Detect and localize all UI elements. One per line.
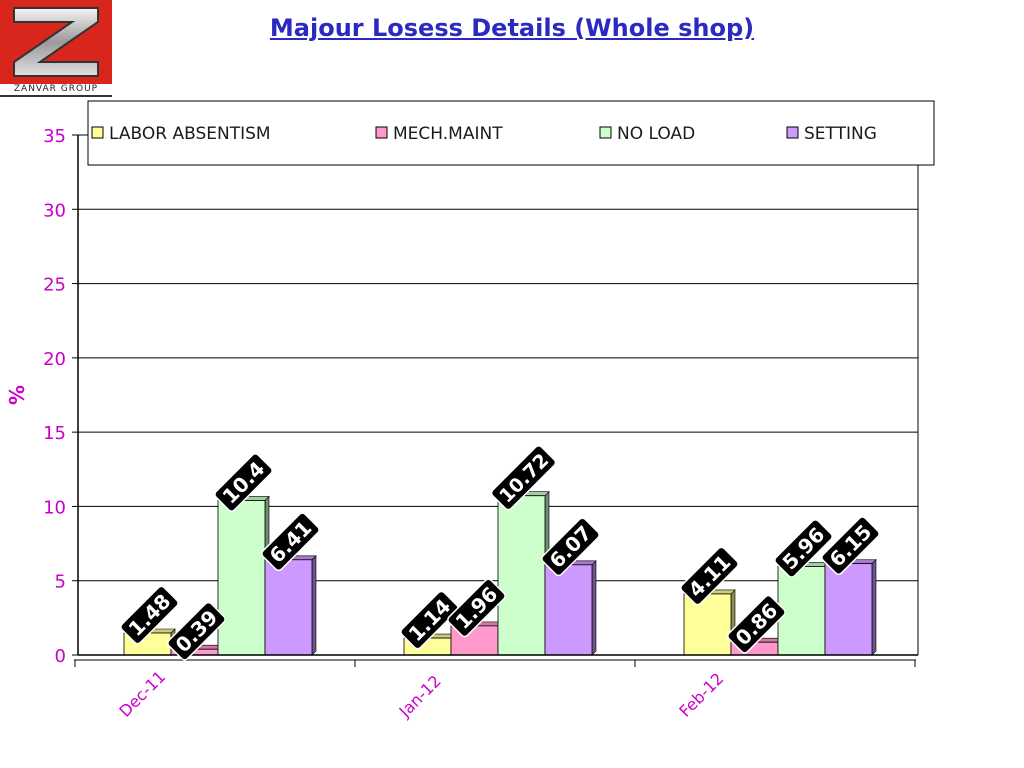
data-label-box: [261, 512, 320, 572]
legend-label-mech-maint: MECH.MAINT: [393, 124, 503, 144]
y-tick-label: 15: [43, 423, 66, 444]
data-label-box: [541, 517, 600, 577]
bar-no-load: [217, 500, 266, 656]
logo-text: ZANVAR GROUP: [0, 84, 112, 97]
bar-setting: [824, 563, 873, 656]
y-axis-label: %: [5, 385, 29, 405]
chart-title: Majour Losess Details (Whole shop): [269, 14, 755, 42]
legend: LABOR ABSENTISM MECH.MAINT NO LOAD SETTING: [87, 100, 935, 166]
axes: [72, 134, 919, 667]
data-label-box: [214, 453, 273, 512]
data-label-mech-maint: 1.96: [447, 578, 506, 638]
x-tick-label: Feb-12: [675, 669, 727, 721]
zanvar-group-logo: ZANVAR GROUP: [0, 0, 112, 100]
data-label-box: [680, 546, 739, 606]
legend-swatch-labor-absentism: [91, 126, 104, 139]
bar-side-setting: [591, 560, 597, 656]
y-tick-label: 10: [43, 497, 66, 518]
x-tick-label: Dec-11: [115, 667, 169, 721]
data-label-box: [821, 516, 880, 575]
data-label-box: [774, 519, 833, 578]
x-tick-label: Jan-12: [395, 671, 445, 721]
y-tick-label: 0: [55, 646, 66, 667]
legend-swatch-no-load: [599, 126, 612, 139]
legend-label-labor-absentism: LABOR ABSENTISM: [109, 124, 271, 144]
y-tick-label: 35: [43, 126, 66, 147]
bar-labor-absentism: [683, 593, 732, 656]
bar-setting: [544, 564, 593, 656]
bar-side-setting: [311, 555, 317, 656]
bar-side-setting: [871, 558, 877, 656]
y-tick-label: 5: [55, 572, 66, 593]
data-label-box: [490, 445, 557, 511]
data-label-box: [400, 590, 459, 650]
y-tick-label: 30: [43, 200, 66, 221]
y-tick-label: 25: [43, 275, 66, 296]
data-label-box: [167, 601, 226, 661]
data-label-box: [727, 594, 786, 654]
legend-label-no-load: NO LOAD: [617, 124, 695, 144]
data-label-setting: 6.15: [821, 516, 880, 575]
z-logo-mark: [0, 0, 112, 84]
y-tick-label: 20: [43, 349, 66, 370]
bar-setting: [264, 559, 313, 656]
data-label-box: [447, 578, 506, 638]
data-label-box: [120, 585, 179, 645]
z-letter-icon: [13, 7, 99, 77]
legend-swatch-mech-maint: [375, 126, 388, 139]
data-label-setting: 6.41: [261, 512, 320, 572]
legend-label-setting: SETTING: [804, 124, 877, 144]
bar-no-load: [497, 495, 546, 656]
legend-swatch-setting: [786, 126, 799, 139]
